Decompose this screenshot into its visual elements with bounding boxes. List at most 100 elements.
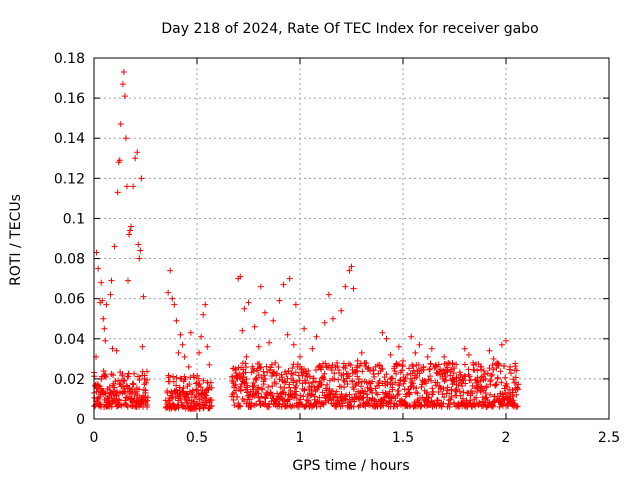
data-point (323, 363, 330, 370)
data-point (446, 390, 453, 397)
data-point (410, 367, 417, 374)
data-point (511, 379, 518, 386)
data-point (286, 275, 293, 282)
data-point (375, 379, 382, 386)
data-point (208, 384, 215, 391)
data-point (424, 353, 431, 360)
data-point (242, 369, 249, 376)
data-point (111, 384, 118, 391)
data-point (477, 388, 484, 395)
data-point (175, 404, 182, 411)
data-point (474, 377, 481, 384)
data-point (234, 375, 241, 382)
data-point (269, 392, 276, 399)
data-point (189, 387, 196, 394)
data-point (467, 397, 474, 404)
data-point (461, 345, 468, 352)
data-point (237, 273, 244, 280)
data-point (466, 373, 473, 380)
data-point (273, 380, 280, 387)
x-tick-label: 2 (502, 430, 511, 446)
data-point (173, 374, 180, 381)
chart-title: Day 218 of 2024, Rate Of TEC Index for r… (161, 21, 538, 37)
data-point (299, 380, 306, 387)
data-point (350, 386, 357, 393)
data-point (426, 366, 433, 373)
data-point (95, 265, 102, 272)
data-point (116, 397, 123, 404)
data-point (144, 376, 151, 383)
data-point (182, 375, 189, 382)
data-point (371, 373, 378, 380)
axis-ticks: 0 0.5 1 1.5 2 2.5 0 0.02 0.04 0.06 0.08 0.1 0.12 0.14… (54, 51, 620, 446)
data-point (475, 384, 482, 391)
data-point (322, 360, 329, 367)
data-point (358, 383, 365, 390)
data-point (342, 283, 349, 290)
data-point (179, 402, 186, 409)
data-point (335, 376, 342, 383)
data-point (135, 241, 142, 248)
data-point (486, 365, 493, 372)
data-point (447, 372, 454, 379)
data-point (231, 402, 238, 409)
data-point (98, 279, 105, 286)
data-point (472, 403, 479, 410)
data-point (202, 301, 209, 308)
data-point (383, 399, 390, 406)
data-point (140, 293, 147, 300)
data-point (420, 363, 427, 370)
data-point (120, 377, 127, 384)
data-point (296, 377, 303, 384)
data-point (488, 373, 495, 380)
data-point (136, 255, 143, 262)
data-point (456, 388, 463, 395)
y-tick-label: 0.12 (54, 171, 85, 187)
data-point (510, 397, 517, 404)
data-point (393, 370, 400, 377)
data-point (410, 384, 417, 391)
data-point (328, 366, 335, 373)
data-point (281, 385, 288, 392)
data-point (406, 391, 413, 398)
data-point (275, 364, 282, 371)
x-tick-label: 1.5 (392, 430, 414, 446)
data-point (348, 263, 355, 270)
data-point (144, 401, 151, 408)
data-point (122, 135, 129, 142)
x-tick-label: 2.5 (598, 430, 620, 446)
data-point (256, 364, 263, 371)
data-point (377, 403, 384, 410)
data-point (355, 379, 362, 386)
data-point (310, 375, 317, 382)
data-point (394, 403, 401, 410)
data-point (185, 363, 192, 370)
data-point (186, 381, 193, 388)
data-point (465, 351, 472, 358)
data-point (473, 394, 480, 401)
data-point (474, 367, 481, 374)
data-point (128, 396, 135, 403)
data-point (180, 385, 187, 392)
data-point (514, 385, 521, 392)
data-point (111, 243, 118, 250)
data-point (503, 337, 509, 344)
data-point (508, 370, 515, 377)
data-point (325, 397, 332, 404)
data-point (404, 371, 411, 378)
y-axis-label: ROTI / TECUs (8, 194, 24, 286)
data-point (248, 400, 255, 407)
data-point (130, 381, 137, 388)
data-points (91, 69, 522, 412)
y-tick-label: 0.16 (54, 91, 85, 107)
data-point (492, 382, 499, 389)
data-point (457, 371, 464, 378)
data-point (207, 379, 214, 386)
data-point (284, 397, 291, 404)
data-point (246, 396, 253, 403)
data-point (124, 277, 131, 284)
data-point (470, 359, 477, 366)
data-point (138, 175, 145, 182)
data-point (232, 381, 239, 388)
